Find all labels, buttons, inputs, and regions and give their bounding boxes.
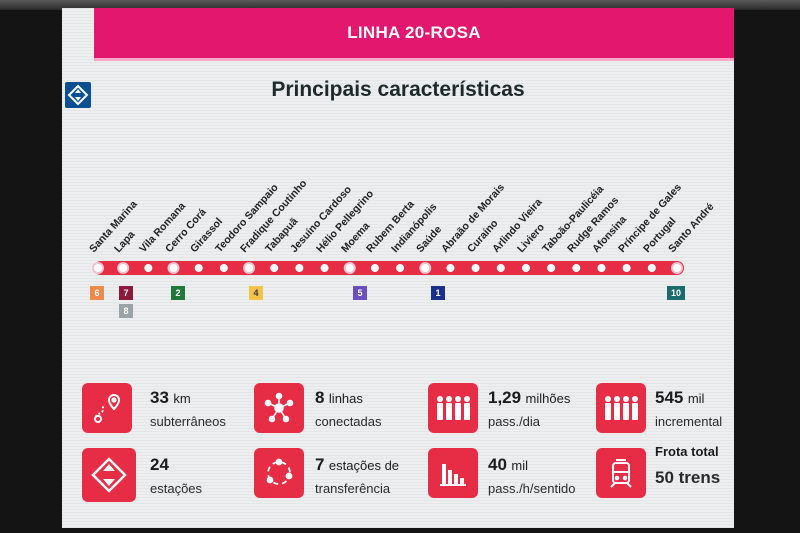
transfer-badge-line-6: 6 [90, 286, 104, 300]
stat-daily-passengers-value: 1,29 milhões [488, 388, 571, 407]
station-dot [194, 264, 203, 272]
transfer-badge-line-1: 1 [431, 286, 445, 300]
station-dot [270, 264, 279, 272]
station-dot [572, 264, 581, 272]
stat-hourly-capacity-label: pass./h/sentido [488, 481, 576, 496]
transfer-badge-line-7: 7 [119, 286, 133, 300]
stat-lines-value: 8 linhas [315, 388, 363, 407]
stat-transfer-stations-value: 7 estações de [315, 455, 400, 474]
station-dot [521, 264, 530, 272]
stat-stations-label: estações [150, 481, 203, 496]
transfer-badge-line-10: 10 [667, 286, 685, 300]
transfer-badge-line-4: 4 [249, 286, 263, 300]
station-dot [671, 262, 683, 274]
station-dot [396, 264, 405, 272]
stat-incremental-value: 545 mil [655, 388, 705, 407]
route-icon [82, 383, 132, 433]
station-dot [144, 264, 153, 272]
people-icon [428, 383, 478, 433]
transfer-badge-line-5: 5 [353, 286, 367, 300]
network-icon [254, 383, 304, 433]
station-dot [295, 264, 304, 272]
station-dot [471, 264, 480, 272]
line-title: LINHA 20-ROSA [347, 23, 481, 42]
station-dot [343, 262, 356, 274]
station-dot [647, 264, 656, 272]
slide-subtitle: Principais características [271, 78, 525, 101]
stat-fleet-title: Frota total [655, 444, 719, 459]
stat-route-value: 33 km [150, 388, 191, 407]
station-dot [446, 264, 455, 272]
presentation-slide: LINHA 20-ROSA Principais características… [62, 8, 734, 528]
train-icon [596, 448, 646, 498]
transfer-badge-line-8: 8 [119, 304, 133, 318]
station-dot [117, 262, 130, 274]
projector-frame [0, 0, 800, 10]
route-line-map [92, 261, 684, 275]
station-dot [219, 264, 228, 272]
bar-chart-icon [428, 448, 478, 498]
station-dot [419, 262, 432, 274]
route-line-bar [94, 261, 684, 275]
stat-route-label: subterrâneos [150, 414, 226, 429]
line-title-bar: LINHA 20-ROSA [94, 8, 734, 61]
people-icon [596, 383, 646, 433]
transfer-cycle-icon [254, 448, 304, 498]
stat-transfer-stations-label: transferência [315, 481, 391, 496]
stat-stations-value: 24 [150, 455, 169, 474]
stat-incremental-label: incremental [655, 414, 723, 429]
station-dot [622, 264, 631, 272]
metro-logo-icon [82, 448, 136, 502]
stat-hourly-capacity-value: 40 mil [488, 455, 528, 474]
station-dot [547, 264, 556, 272]
stat-lines-label: conectadas [315, 414, 382, 429]
station-dot [597, 264, 606, 272]
station-dot [320, 264, 329, 272]
station-dot [496, 264, 505, 272]
station-dot [370, 264, 379, 272]
stat-fleet-value: 50 trens [655, 468, 721, 487]
metro-logo-icon [65, 82, 91, 108]
station-dot [92, 262, 104, 274]
transfer-badge-line-2: 2 [171, 286, 185, 300]
station-dot [167, 262, 180, 274]
stat-daily-passengers-label: pass./dia [488, 414, 541, 429]
station-dot [243, 262, 256, 274]
